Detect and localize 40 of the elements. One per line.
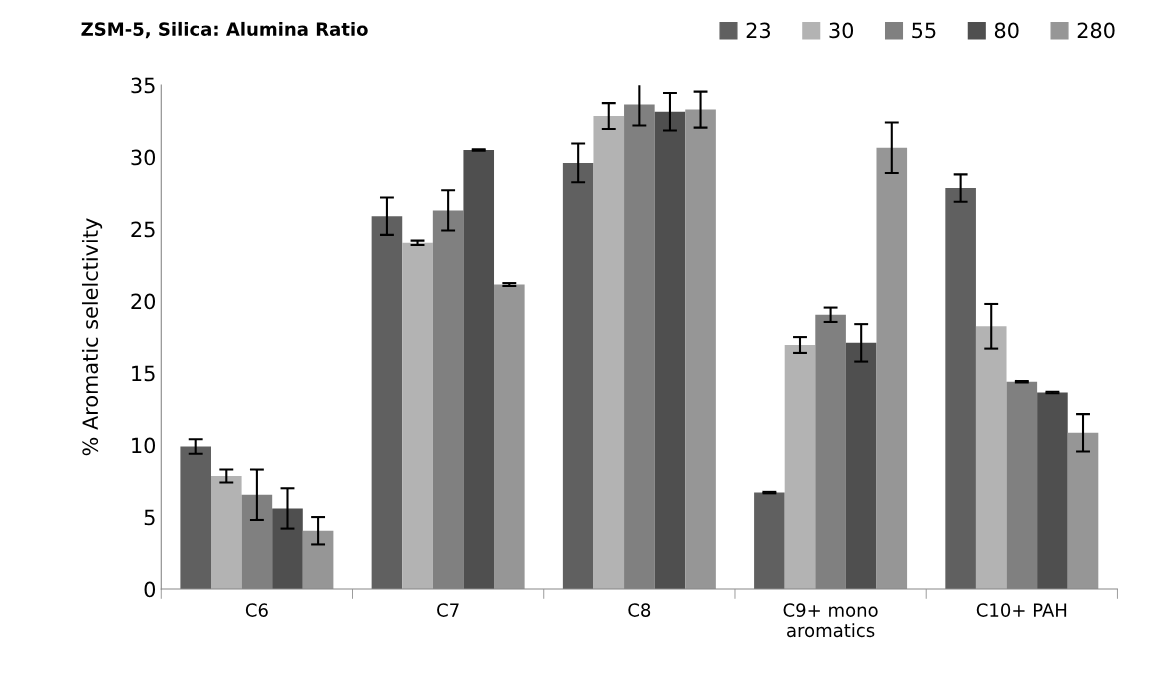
- y-tick-label: 10: [132, 437, 156, 454]
- legend-label: 80: [994, 22, 1019, 39]
- chart-title: ZSM-5, Silica: Alumina Ratio: [81, 21, 368, 39]
- bar: [562, 162, 594, 590]
- y-tick-label: 15: [132, 365, 155, 382]
- legend-label: 23: [746, 22, 770, 39]
- bar: [211, 476, 242, 590]
- bar: [302, 530, 334, 590]
- bar: [754, 492, 785, 590]
- x-tick-label: C9+ mono aromatics: [783, 603, 878, 638]
- bar: [945, 188, 976, 590]
- bar: [180, 446, 211, 590]
- y-tick-label: 30: [131, 149, 156, 166]
- x-tick-label: C6: [245, 603, 268, 617]
- x-tick-label: C7: [437, 603, 459, 617]
- y-tick-label: 0: [144, 581, 156, 598]
- legend-label: 280: [1077, 22, 1115, 39]
- y-tick-label: 25: [131, 221, 155, 238]
- bar: [402, 242, 433, 590]
- legend-label: 55: [912, 22, 936, 39]
- bar: [1067, 432, 1099, 590]
- x-tick-label: C10+ PAH: [976, 603, 1067, 617]
- y-tick-label: 20: [131, 293, 156, 310]
- bar: [371, 216, 403, 590]
- bar: [272, 508, 303, 590]
- bar: [975, 326, 1007, 590]
- legend-label: 30: [829, 22, 854, 39]
- bar: [463, 149, 495, 590]
- bar: [1037, 392, 1068, 590]
- y-axis-title: % Aromatic selelctivity: [81, 218, 103, 456]
- bar: [494, 284, 525, 590]
- bar: [685, 109, 716, 590]
- bar: [876, 147, 908, 590]
- y-tick-label: 35: [131, 77, 155, 94]
- bar: [784, 345, 816, 590]
- bar: [845, 342, 877, 590]
- bar: [593, 116, 625, 590]
- bar: [654, 111, 686, 590]
- x-tick-label: C8: [628, 603, 651, 617]
- y-tick-label: 5: [144, 509, 155, 526]
